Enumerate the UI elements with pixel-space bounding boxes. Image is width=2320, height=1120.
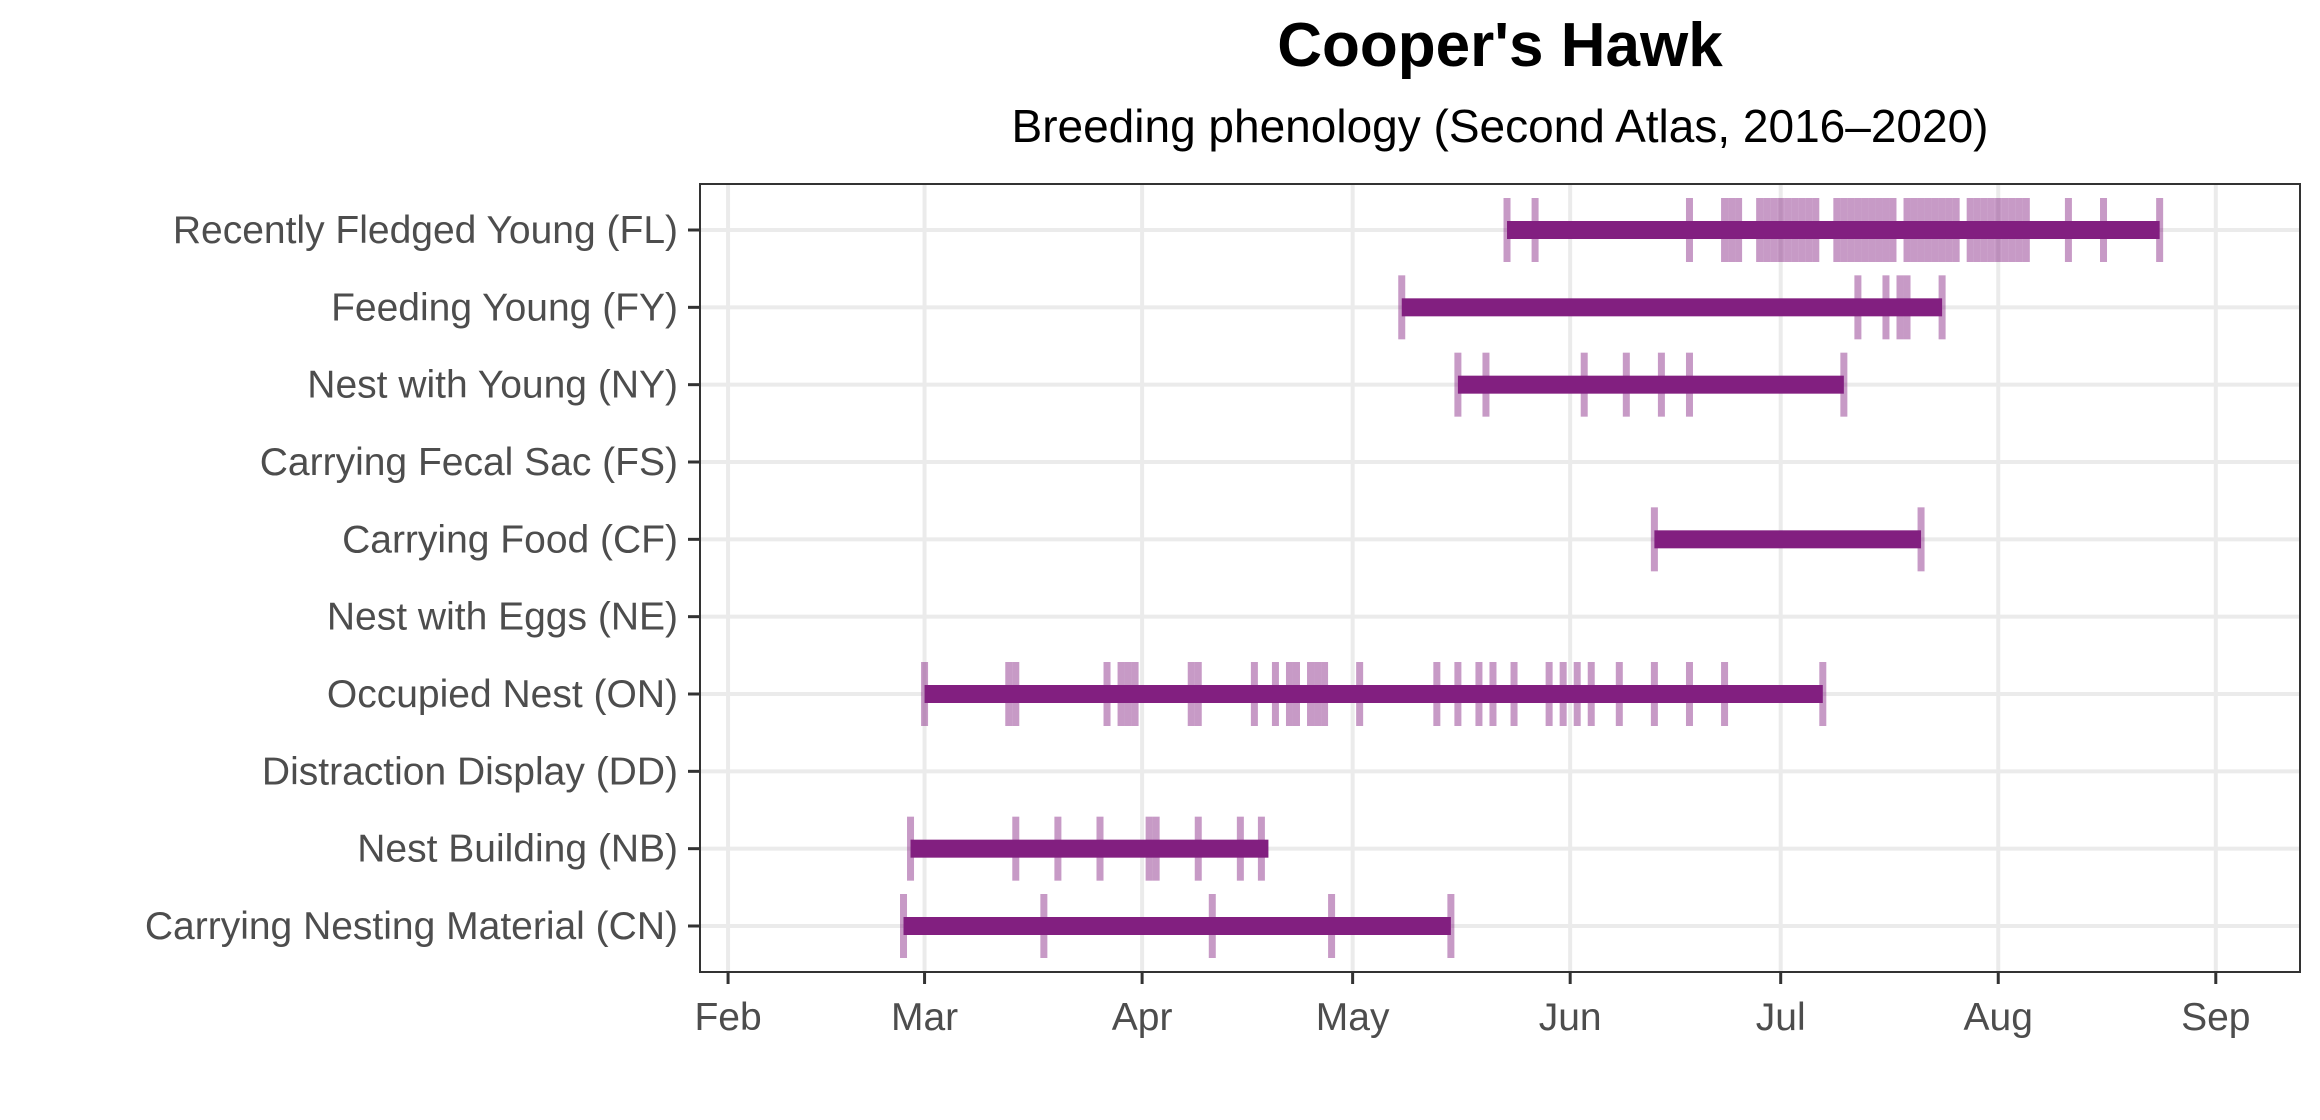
category-label: Carrying Nesting Material (CN)	[145, 905, 678, 948]
plot-data	[900, 198, 2164, 958]
category-label: Recently Fledged Young (FL)	[173, 209, 678, 252]
range-bar	[1457, 375, 1844, 394]
x-tick-label: Mar	[891, 996, 958, 1039]
chart-subtitle: Breeding phenology (Second Atlas, 2016–2…	[1012, 100, 1989, 152]
category-label: Occupied Nest (ON)	[327, 673, 678, 716]
y-axis: Recently Fledged Young (FL) Feeding Young…	[145, 209, 700, 948]
range-bar	[1507, 221, 2160, 239]
range-bar	[1654, 530, 1922, 549]
range-bar	[924, 685, 1823, 703]
x-tick-label: Aug	[1964, 996, 2033, 1039]
category-label: Distraction Display (DD)	[262, 750, 678, 793]
plot-panel-border	[699, 183, 2301, 973]
x-axis: Feb Mar Apr May Jun Jul Aug Sep	[694, 972, 2250, 1039]
chart-title: Cooper's Hawk	[1277, 11, 1723, 80]
category-label: Feeding Young (FY)	[331, 286, 678, 329]
x-tick-label: Feb	[694, 996, 761, 1039]
x-tick-label: Sep	[2181, 996, 2250, 1039]
x-tick-label: May	[1316, 996, 1390, 1039]
x-tick-label: Apr	[1112, 996, 1173, 1039]
category-label: Carrying Fecal Sac (FS)	[260, 441, 678, 484]
x-tick-label: Jul	[1756, 996, 1806, 1039]
range-bar	[1401, 298, 1943, 317]
range-bar	[903, 917, 1451, 935]
category-label: Carrying Food (CF)	[342, 518, 678, 561]
category-label: Nest Building (NB)	[357, 828, 678, 871]
range-bar	[910, 839, 1269, 858]
x-tick-label: Jun	[1539, 996, 1602, 1039]
category-label: Nest with Young (NY)	[307, 364, 678, 407]
category-label: Nest with Eggs (NE)	[327, 596, 678, 639]
